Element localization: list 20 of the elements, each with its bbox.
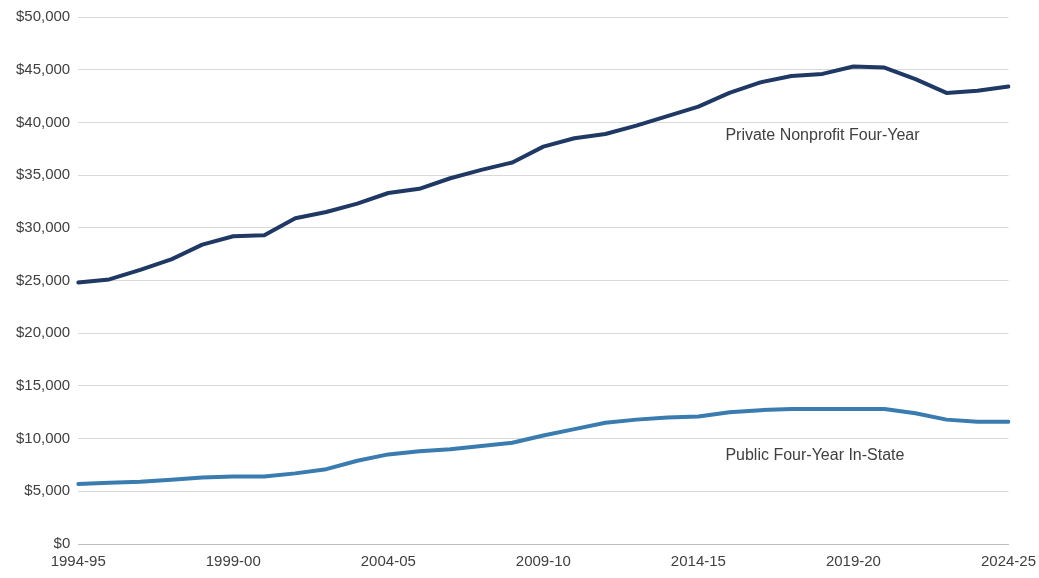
y-tick-label: $35,000 <box>15 165 71 183</box>
text: Public Four-Year In-State <box>725 445 905 463</box>
series-label: Private Nonprofit Four-Year <box>725 126 921 144</box>
x-tick-label: 1999-00 <box>205 552 261 570</box>
y-tick-label: $25,000 <box>15 270 71 288</box>
y-tick-label: $40,000 <box>15 112 71 130</box>
y-tick-label: $50,000 <box>15 7 71 25</box>
y-tick-label: $0 <box>53 534 71 552</box>
y-tick-label: $5,000 <box>24 481 71 499</box>
x-tick-label: 1994-95 <box>50 552 106 570</box>
x-tick-label: 2024-25 <box>980 552 1037 570</box>
y-tick-label: $10,000 <box>15 428 71 446</box>
y-tick-label: $45,000 <box>15 59 71 77</box>
y-tick-label: $15,000 <box>15 376 71 394</box>
y-tick-label: $30,000 <box>15 217 71 235</box>
x-tick-label: 2004-05 <box>360 552 416 570</box>
x-tick-label: 2014-15 <box>670 552 726 570</box>
y-tick-label: $20,000 <box>15 323 71 341</box>
x-tick-label: 2009-10 <box>515 552 571 570</box>
x-tick-label: 2019-20 <box>825 552 881 570</box>
